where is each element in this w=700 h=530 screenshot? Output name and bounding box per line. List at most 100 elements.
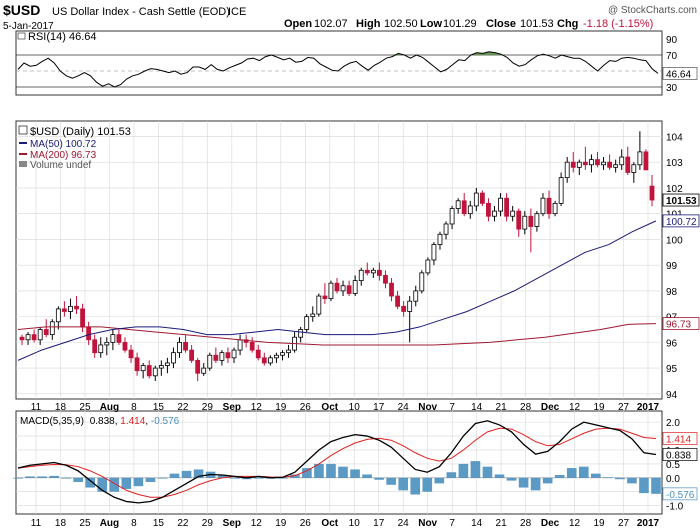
candle-body xyxy=(461,200,467,215)
candle-body xyxy=(643,151,649,171)
price-y-tick: 102 xyxy=(666,184,683,195)
x-axis-tick-label: 24 xyxy=(398,518,410,529)
x-axis-tick-label: Aug xyxy=(100,518,119,529)
candle-body xyxy=(55,308,61,323)
macd-histogram-bar xyxy=(615,477,625,480)
candle-body xyxy=(334,282,340,292)
x-axis-tick-label: 12 xyxy=(569,402,581,413)
macd-histogram-bar xyxy=(578,466,589,478)
low-value: 101.29 xyxy=(443,18,477,30)
candle-body xyxy=(467,205,473,215)
instrument-name: US Dollar Index - Cash Settle (EOD) xyxy=(52,6,230,18)
macd-histogram-bar xyxy=(482,466,493,478)
macd-histogram-bar xyxy=(37,476,47,478)
chg-value: -1.18 (-1.15%) xyxy=(583,18,653,30)
macd-histogram-bar xyxy=(494,474,505,478)
macd-histogram-bar xyxy=(362,474,372,478)
macd-current-label: -0.576 xyxy=(666,490,695,501)
candle-body xyxy=(504,197,510,217)
macd-histogram-bar xyxy=(374,477,384,480)
rsi-legend-swatch xyxy=(17,32,26,40)
macd-legend-macd: 0.838 xyxy=(90,416,115,427)
candle-body xyxy=(443,223,449,235)
x-axis-tick-label: 14 xyxy=(471,518,483,529)
x-axis-tick-label: Sep xyxy=(223,518,241,529)
price-legend: $USD (Daily) 101.53 MA(50) 100.72 MA(200… xyxy=(18,125,131,171)
candle-body xyxy=(213,354,219,361)
candle-body xyxy=(310,313,316,318)
macd-histogram-bar xyxy=(639,477,649,494)
candle-body xyxy=(419,272,425,292)
open-label: Open xyxy=(284,18,312,30)
price-layer: 949596979899100101102103104101.53100.729… xyxy=(16,121,700,401)
rsi-legend-text: RSI(14) 46.64 xyxy=(28,31,96,43)
x-axis-tick-label: 29 xyxy=(202,402,214,413)
x-axis-tick-label: Oct xyxy=(321,518,338,529)
macd-histogram-bar xyxy=(169,473,180,478)
macd-histogram-bar xyxy=(217,475,228,478)
candle-body xyxy=(625,156,631,173)
candle-body xyxy=(189,349,195,361)
candle-body xyxy=(62,308,67,312)
x-axis-tick-label: 26 xyxy=(300,518,312,529)
macd-histogram-bar xyxy=(446,472,457,478)
price-current-label-box xyxy=(662,214,700,228)
candle-body xyxy=(249,341,255,351)
candle-body xyxy=(74,305,79,310)
candle-body xyxy=(104,341,110,346)
candle-body xyxy=(231,349,237,359)
candle-body xyxy=(195,359,201,374)
candle-body xyxy=(595,159,600,166)
macd-histogram-bar xyxy=(398,477,409,491)
candle-body xyxy=(619,156,625,166)
x-axis-tick-label: 2017 xyxy=(637,518,660,529)
macd-histogram-bar xyxy=(97,477,108,492)
candle-body xyxy=(158,365,164,369)
x-axis-layer: 11 18 25 Aug 8 15 22 29 Sep 12 19 26 Oct 10 17 24 Nov 7 14… xyxy=(31,402,660,529)
x-axis-tick-label: 11 xyxy=(31,402,42,413)
candle-body xyxy=(546,197,552,215)
candle-body xyxy=(140,365,146,372)
candle-body xyxy=(86,326,92,341)
x-axis-tick-label: 28 xyxy=(520,402,532,413)
candle-body xyxy=(637,151,643,166)
price-y-tick: 99 xyxy=(666,261,678,272)
candle-body xyxy=(558,177,564,204)
open-value: 102.07 xyxy=(314,18,348,30)
macd-histogram-bar xyxy=(278,477,288,479)
macd-histogram-bar xyxy=(542,477,553,484)
macd-y-tick: 0.0 xyxy=(666,474,680,485)
volume-legend-text: Volume undef xyxy=(30,160,91,171)
candle-body xyxy=(383,275,388,284)
macd-histogram-bar xyxy=(603,477,613,479)
x-axis-tick-label: 17 xyxy=(373,518,385,529)
rsi-legend: RSI(14) 46.64 xyxy=(17,31,96,43)
price-panel xyxy=(15,120,663,400)
x-axis-tick-label: 24 xyxy=(398,402,410,413)
macd-histogram-bar xyxy=(133,477,144,487)
ohlc-readout: Open 102.07 High 102.50 Low 101.29 Close… xyxy=(284,18,653,30)
symbol: $USD xyxy=(3,2,40,18)
candle-body xyxy=(540,197,546,215)
candle-body xyxy=(207,354,213,369)
macd-histogram-bar xyxy=(530,477,541,491)
candle-body xyxy=(304,316,310,330)
macd-histogram-bar xyxy=(554,475,565,478)
candle-body xyxy=(498,197,503,212)
macd-legend: MACD(5,35,9) 0.838, 1.414, -0.576 xyxy=(20,416,180,427)
macd-line xyxy=(17,420,657,504)
candle-body xyxy=(534,213,540,227)
x-axis-tick-label: 8 xyxy=(131,402,137,413)
macd-histogram-bar xyxy=(651,477,661,494)
x-axis-tick-label: 18 xyxy=(55,402,67,413)
candle-body xyxy=(43,329,49,336)
ma50-legend-text: MA(50) 100.72 xyxy=(30,139,97,150)
candle-body xyxy=(479,192,485,204)
chg-label: Chg xyxy=(557,18,578,30)
copyright: @ StockCharts.com xyxy=(608,5,697,16)
volume-legend-swatch xyxy=(19,161,27,167)
macd-histogram-bar xyxy=(253,477,264,479)
candle-body xyxy=(110,334,116,343)
